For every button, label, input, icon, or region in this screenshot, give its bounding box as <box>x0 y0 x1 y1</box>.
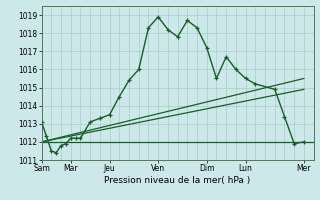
X-axis label: Pression niveau de la mer( hPa ): Pression niveau de la mer( hPa ) <box>104 176 251 185</box>
